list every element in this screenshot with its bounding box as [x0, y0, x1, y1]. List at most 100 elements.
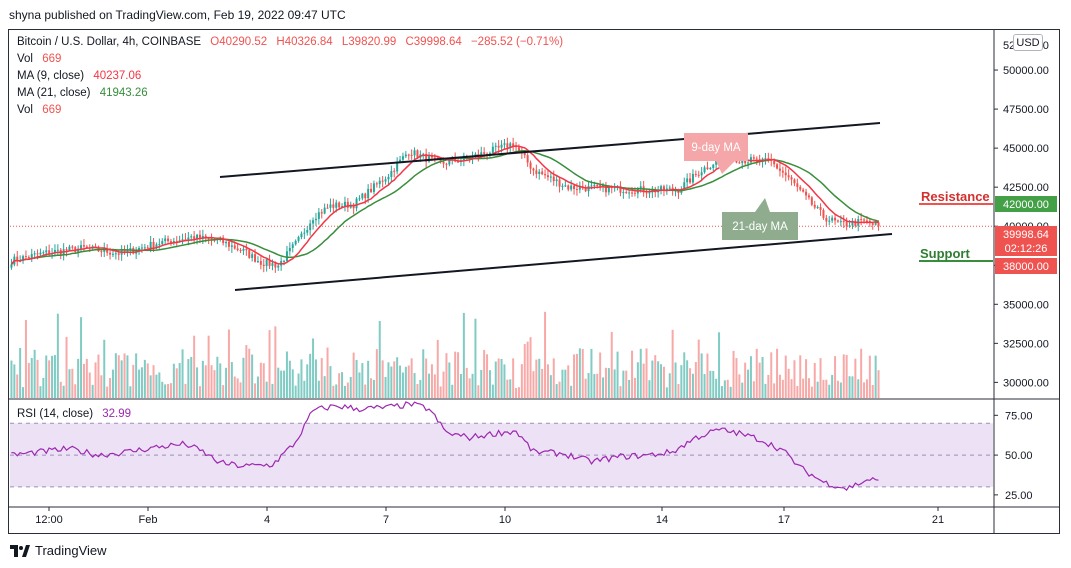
candle-body: [793, 179, 796, 184]
candle-body: [503, 143, 506, 145]
currency-button[interactable]: USD: [1013, 34, 1043, 51]
volume-bar: [198, 386, 201, 398]
volume-bar: [152, 365, 155, 398]
candle-body: [390, 170, 393, 177]
volume-bar: [744, 362, 747, 398]
volume-bar: [578, 348, 581, 398]
candle-body: [802, 189, 805, 192]
volume-bar: [602, 377, 605, 398]
candle-body: [488, 152, 491, 155]
volume-bar: [306, 364, 309, 398]
candle-body: [836, 220, 839, 222]
candle-body: [546, 175, 549, 178]
candle-body: [790, 177, 793, 180]
volume-bar: [10, 360, 13, 398]
volume-bar: [758, 362, 761, 398]
volume-bar: [309, 353, 312, 398]
time-axis-label: Feb: [139, 514, 158, 526]
price-axis[interactable]: 30000.0032500.0035000.0037500.0040000.00…: [994, 40, 1049, 389]
rsi-axis[interactable]: 25.00 50.00 75.00: [994, 410, 1033, 502]
rsi-axis-label: 75.00: [1005, 410, 1033, 422]
volume-bar: [132, 364, 135, 398]
candle-body: [193, 236, 196, 240]
candle-body: [233, 245, 236, 249]
volume-bar: [387, 362, 390, 398]
volume-bar: [42, 377, 45, 398]
candle-body: [439, 159, 442, 162]
channel-upper-line[interactable]: [219, 122, 881, 178]
candle-body: [396, 162, 399, 172]
volume-bar: [709, 370, 712, 398]
candle-body: [776, 164, 779, 169]
candle-body: [329, 204, 332, 208]
candle-body: [416, 150, 419, 158]
candle-body: [549, 176, 552, 178]
candle-body: [30, 254, 33, 258]
volume-bar: [303, 380, 306, 398]
candle-body: [784, 172, 787, 176]
volume-bar: [329, 366, 332, 398]
volume-bar: [471, 373, 474, 398]
volume-bar: [399, 365, 402, 398]
volume-bar: [27, 362, 30, 398]
volume-bar: [845, 354, 848, 398]
volume-bar: [526, 341, 529, 398]
volume-bar: [749, 356, 752, 398]
candle-body: [239, 249, 242, 251]
candle-body: [567, 185, 570, 190]
candle-body: [747, 162, 750, 164]
candle-body: [865, 220, 868, 222]
candle-body: [326, 207, 329, 209]
volume-bar: [802, 378, 805, 398]
legend-ma9-label: MA (9, close): [17, 70, 85, 82]
volume-bar: [691, 373, 694, 398]
volume-bar: [459, 373, 462, 398]
volume-bar: [486, 354, 489, 398]
candle-body: [401, 156, 404, 160]
volume-bar: [776, 348, 779, 398]
volume-bar: [529, 337, 532, 398]
candle-body: [181, 239, 184, 241]
candle-body: [744, 160, 747, 164]
volume-bar: [532, 371, 535, 398]
resistance-price: 42000.00: [1003, 199, 1049, 211]
candle-body: [854, 220, 857, 226]
volume-bar: [207, 335, 210, 398]
volume-bar: [288, 360, 291, 398]
candle-body: [367, 188, 370, 199]
volume-bar: [384, 376, 387, 398]
volume-bar: [213, 370, 216, 398]
candle-body: [648, 192, 651, 194]
volume-bar: [706, 353, 709, 398]
candle-body: [361, 193, 364, 199]
candle-body: [541, 171, 544, 175]
volume-bar: [738, 374, 741, 398]
volume-bar: [169, 383, 172, 398]
time-axis[interactable]: 12:00 Feb 4 7 10 14 17 21: [35, 507, 944, 526]
volume-bar: [494, 361, 497, 398]
volume-bar: [135, 353, 138, 398]
legend-open: O40290.52: [210, 36, 268, 48]
volume-bar: [822, 379, 825, 398]
candle-body: [230, 245, 233, 247]
volume-bar: [761, 356, 764, 398]
volume-bar: [251, 354, 254, 398]
volume-bar: [810, 386, 813, 398]
volume-bar: [807, 378, 810, 398]
volume-bar: [665, 387, 668, 398]
volume-bar: [813, 362, 816, 398]
volume-bar: [735, 358, 738, 398]
volume-bar: [413, 373, 416, 398]
candle-body: [82, 245, 85, 247]
candle-body: [10, 264, 13, 268]
legend-change: −285.52 (−0.71%): [470, 36, 564, 48]
volume-bar: [239, 382, 242, 398]
candle-body: [500, 144, 503, 148]
channel-lower-line[interactable]: [234, 233, 893, 291]
volume-bar: [552, 358, 555, 398]
rsi-axis-label: 25.00: [1005, 490, 1033, 502]
candle-body: [375, 183, 378, 185]
candle-body: [399, 159, 402, 163]
volume-bar: [262, 363, 265, 398]
